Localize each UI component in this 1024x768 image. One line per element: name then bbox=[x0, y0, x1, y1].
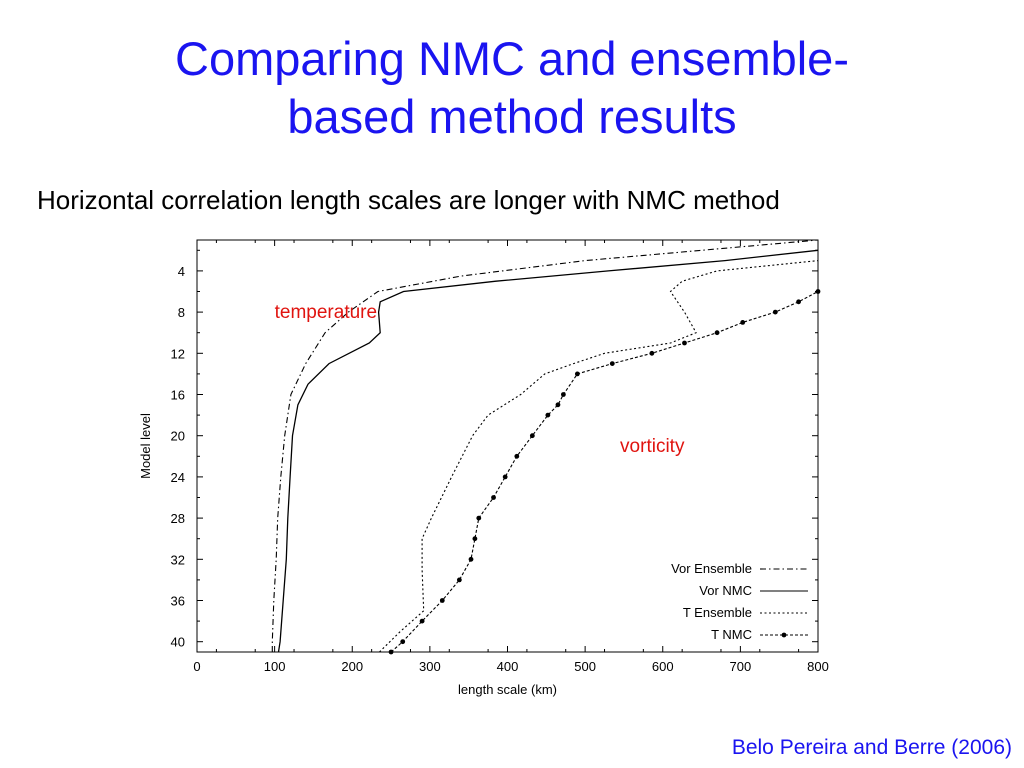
series-point-t-nmc bbox=[815, 289, 821, 294]
legend-label: T NMC bbox=[711, 627, 752, 642]
series-point-t-nmc bbox=[502, 474, 508, 480]
series-point-t-nmc bbox=[529, 433, 535, 439]
x-tick-label: 400 bbox=[497, 659, 519, 674]
x-tick-label: 600 bbox=[652, 659, 674, 674]
legend-label: T Ensemble bbox=[683, 605, 752, 620]
series-point-t-nmc bbox=[574, 371, 580, 377]
series-point-t-nmc bbox=[476, 515, 482, 521]
y-tick-label: 32 bbox=[171, 552, 185, 567]
y-tick-label: 20 bbox=[171, 429, 185, 444]
slide-title: Comparing NMC and ensemble- based method… bbox=[0, 30, 1024, 146]
x-tick-label: 800 bbox=[807, 659, 829, 674]
y-tick-label: 40 bbox=[171, 635, 185, 650]
series-point-t-nmc bbox=[740, 320, 746, 325]
legend-swatch-point bbox=[781, 632, 787, 638]
x-tick-label: 100 bbox=[264, 659, 286, 674]
series-line-t-nmc bbox=[390, 291, 818, 652]
annotation-label: temperature bbox=[275, 302, 377, 323]
series-point-t-nmc bbox=[609, 361, 615, 366]
x-axis-label: length scale (km) bbox=[458, 682, 557, 697]
slide-title-line1: Comparing NMC and ensemble- bbox=[175, 32, 849, 85]
series-point-t-nmc bbox=[560, 392, 566, 397]
slide-title-line2: based method results bbox=[287, 90, 737, 143]
series-point-t-nmc bbox=[400, 639, 406, 645]
y-tick-label: 36 bbox=[171, 594, 185, 609]
series-point-t-nmc bbox=[682, 340, 687, 346]
series-line-vor-ensemble bbox=[271, 240, 818, 652]
y-tick-label: 8 bbox=[178, 305, 185, 320]
series-line-vor-nmc bbox=[277, 249, 818, 652]
legend-label: Vor Ensemble bbox=[671, 561, 752, 576]
series-point-t-nmc bbox=[491, 495, 496, 500]
x-tick-label: 200 bbox=[341, 659, 363, 674]
series-point-t-nmc bbox=[468, 556, 474, 562]
y-tick-label: 4 bbox=[178, 264, 185, 279]
series-point-t-nmc bbox=[439, 598, 445, 603]
series-point-t-nmc bbox=[388, 649, 394, 655]
series-point-t-nmc bbox=[796, 299, 801, 305]
y-tick-label: 24 bbox=[171, 470, 185, 485]
slide-subtitle: Horizontal correlation length scales are… bbox=[37, 185, 780, 215]
series-point-t-nmc bbox=[514, 453, 520, 459]
y-axis-label: Model level bbox=[138, 413, 153, 479]
annotation-label: vorticity bbox=[620, 436, 685, 457]
x-tick-label: 700 bbox=[730, 659, 752, 674]
series-point-t-nmc bbox=[649, 350, 655, 356]
citation: Belo Pereira and Berre (2006) bbox=[731, 736, 1012, 759]
series-point-t-nmc bbox=[419, 618, 425, 624]
series-point-t-nmc bbox=[772, 309, 778, 315]
y-tick-label: 12 bbox=[171, 346, 185, 361]
x-tick-label: 300 bbox=[419, 659, 441, 674]
series-point-t-nmc bbox=[456, 577, 462, 583]
y-tick-label: 28 bbox=[171, 511, 185, 526]
y-tick-label: 16 bbox=[171, 388, 185, 403]
series-point-t-nmc bbox=[472, 536, 478, 542]
series-point-t-nmc bbox=[545, 412, 551, 418]
series-line-t-ensemble bbox=[379, 260, 818, 652]
series-point-t-nmc bbox=[714, 330, 720, 336]
legend-label: Vor NMC bbox=[699, 583, 752, 598]
x-tick-label: 500 bbox=[574, 659, 596, 674]
series-point-t-nmc bbox=[555, 402, 561, 408]
x-tick-label: 0 bbox=[193, 659, 200, 674]
